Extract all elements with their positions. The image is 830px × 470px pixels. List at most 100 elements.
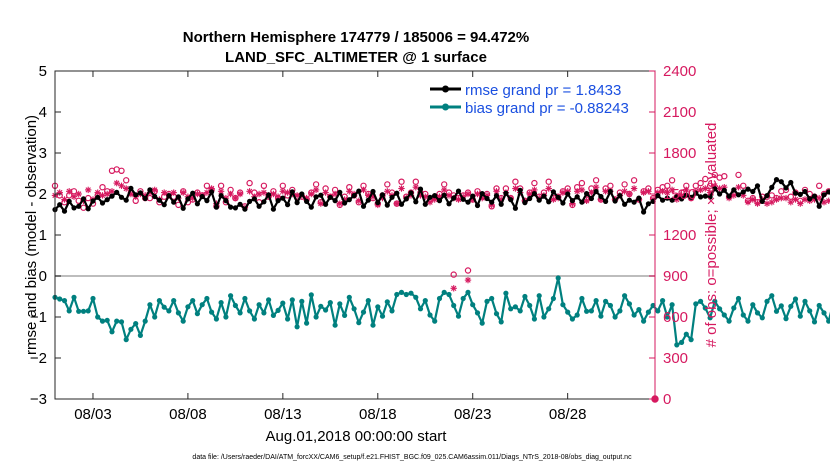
rmse-point: [175, 194, 181, 200]
bias-point: [546, 306, 552, 312]
evaluated-obs-point: [322, 189, 329, 196]
y-tick-label: −1: [30, 309, 47, 326]
rmse-point: [693, 190, 699, 196]
rmse-point: [474, 202, 481, 209]
bias-point: [522, 293, 528, 300]
bias-point: [717, 306, 723, 312]
evaluated-obs-point: [331, 190, 339, 198]
rmse-point: [788, 179, 794, 186]
evaluated-obs-point: [170, 189, 177, 196]
evaluated-obs-point: [56, 189, 63, 196]
evaluated-obs-point-stroke: [318, 200, 324, 207]
rmse-point: [223, 198, 229, 204]
rmse-point: [493, 193, 500, 199]
bias-point: [541, 314, 547, 320]
y-right-tick-label: 1200: [663, 227, 696, 244]
evaluated-obs-point-stroke: [194, 191, 201, 197]
rmse-point: [152, 193, 158, 200]
bias-point: [365, 298, 371, 304]
bias-point: [474, 310, 481, 316]
rmse-point: [598, 193, 604, 200]
evaluated-obs-point: [744, 199, 752, 206]
rmse-point: [360, 203, 367, 209]
rmse-point: [512, 205, 519, 211]
rmse-point: [118, 194, 125, 200]
evaluated-obs-point-stroke: [773, 196, 780, 203]
evaluated-obs-point-stroke: [455, 196, 462, 203]
bias-point: [569, 316, 576, 322]
zero-count-marker: [651, 395, 659, 403]
bias-point: [403, 291, 409, 298]
bias-point: [190, 298, 196, 304]
bias-point: [617, 308, 623, 314]
rmse-point: [389, 194, 395, 200]
evaluated-obs-outlier: [464, 276, 472, 284]
possible-obs-point: [735, 171, 742, 179]
bias-point: [773, 308, 780, 314]
bias-point: [242, 295, 248, 302]
rmse-point: [436, 198, 443, 204]
evaluated-obs-point-stroke: [546, 185, 552, 192]
rmse-point: [156, 197, 162, 203]
evaluated-obs-point: [683, 186, 690, 194]
bias-point: [493, 311, 500, 317]
evaluated-obs-point: [578, 186, 586, 194]
legend-rmse-label: rmse grand pr = 1.8433: [465, 82, 621, 99]
possible-obs-point: [99, 183, 106, 191]
evaluated-obs-point: [308, 190, 315, 198]
evaluated-obs-point-stroke: [816, 195, 822, 201]
rmse-point: [294, 200, 300, 206]
rmse-point: [427, 194, 433, 200]
evaluated-obs-point-stroke: [465, 191, 471, 197]
evaluated-obs-point: [61, 196, 68, 203]
evaluated-obs-point-stroke: [802, 196, 808, 203]
rmse-point: [565, 191, 571, 197]
rmse-point: [190, 190, 196, 196]
rmse-point: [726, 193, 732, 199]
evaluated-obs-point: [588, 189, 595, 196]
bias-point: [327, 300, 333, 306]
y-right-axis-label: # of obs: o=possible; ×=evaluated: [703, 123, 720, 348]
bias-point: [375, 304, 381, 310]
data-file-footnote: data file: /Users/raeder/DAI/ATM_forcXX/…: [192, 454, 632, 461]
rmse-point: [579, 199, 585, 205]
bias-point: [740, 312, 746, 318]
evaluated-obs-point-stroke: [593, 184, 599, 190]
evaluated-obs-point-stroke: [66, 188, 72, 194]
bias-point: [479, 320, 485, 326]
bias-point: [565, 309, 571, 315]
y-axis-label: rmse and bias (model - observation): [23, 115, 40, 355]
evaluated-obs-point-stroke: [560, 189, 566, 196]
bias-point: [470, 302, 476, 308]
evaluated-obs-point-stroke: [76, 191, 82, 197]
rmse-point: [655, 193, 661, 199]
rmse-point: [735, 192, 742, 198]
bias-point: [427, 312, 433, 318]
evaluated-obs-point: [384, 188, 391, 195]
bias-point: [598, 313, 604, 319]
legend-bias-marker: [442, 103, 449, 111]
bias-point: [237, 310, 243, 316]
rmse-point: [417, 186, 424, 192]
bias-point: [465, 289, 471, 295]
rmse-point: [408, 190, 414, 196]
rmse-series-group: [52, 177, 830, 215]
bias-point: [408, 290, 414, 296]
evaluated-obs-point: [85, 186, 92, 194]
evaluated-obs-point: [455, 196, 462, 203]
bias-point: [261, 310, 267, 316]
bias-point: [731, 305, 737, 311]
bias-point: [826, 318, 830, 324]
evaluated-obs-point-stroke: [114, 180, 120, 186]
evaluated-obs-point: [312, 186, 320, 194]
bias-point: [484, 298, 490, 304]
evaluated-obs-point-stroke: [227, 191, 234, 197]
legend-bias-label: bias grand pr = -0.88243: [465, 100, 629, 117]
rmse-point: [242, 206, 248, 212]
possible-obs-point: [260, 182, 268, 189]
evaluated-obs-point: [735, 184, 742, 191]
bias-point: [398, 289, 405, 295]
evaluated-obs-point: [768, 199, 775, 206]
rmse-point: [147, 187, 153, 193]
rmse-point: [527, 195, 533, 202]
